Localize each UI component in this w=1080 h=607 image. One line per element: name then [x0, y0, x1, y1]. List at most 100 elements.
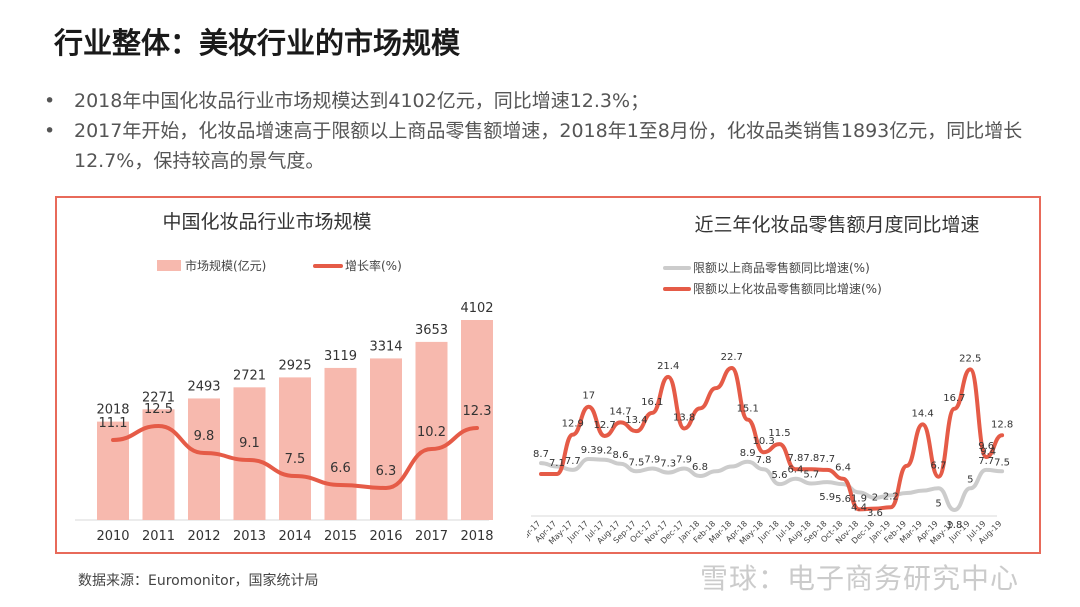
gray-value-label: 5.7	[803, 470, 819, 481]
legend-label-bar: 市场规模(亿元)	[185, 258, 266, 273]
bar-value-label: 3119	[324, 349, 357, 364]
x-tick-label: 2013	[233, 529, 266, 544]
chart-title: 中国化妆品行业市场规模	[162, 211, 371, 233]
bar-value-label: 2493	[187, 379, 220, 394]
red-value-label: 7.1	[549, 458, 565, 469]
source-note: 数据来源：Euromonitor，国家统计局	[78, 573, 319, 589]
red-value-label: 16.1	[641, 397, 663, 408]
x-tick-label: 2015	[324, 529, 357, 544]
legend-label-line: 增长率(%)	[345, 258, 402, 273]
chart-title: 近三年化妆品零售额月度同比增速	[694, 214, 979, 236]
line-value-label: 7.5	[285, 452, 306, 467]
legend-swatch-bar	[157, 260, 181, 271]
gray-value-label: 7.7	[978, 456, 994, 467]
bar-value-label: 2925	[278, 358, 311, 373]
bar	[188, 398, 220, 520]
gray-value-label: 7.8	[756, 455, 772, 466]
x-tick-label: 2011	[142, 529, 175, 544]
red-value-label: 7.8	[803, 453, 819, 464]
line-value-label: 11.1	[99, 416, 128, 431]
bullet-list: • 2018年中国化妆品行业市场规模达到4102亿元，同比增速12.3%； • …	[40, 86, 1050, 176]
extra-value-label: 9.4	[980, 446, 996, 457]
x-tick-label: 2016	[369, 529, 402, 544]
bar-value-label: 4102	[460, 301, 493, 316]
line-value-label: 9.8	[194, 429, 215, 444]
x-tick-label: 2012	[187, 529, 220, 544]
red-value-label: 11.5	[768, 428, 790, 439]
gray-value-label: 7.9	[644, 455, 660, 466]
red-value-label: 7.8	[787, 453, 803, 464]
red-value-label: 1.9	[851, 493, 867, 504]
page-title: 行业整体：美妆行业的市场规模	[54, 26, 461, 60]
red-value-label: 22.7	[721, 352, 743, 363]
bar	[279, 377, 311, 520]
bar-value-label: 2018	[96, 403, 129, 418]
gray-value-label: 7.9	[676, 455, 692, 466]
red-value-label: 13.8	[673, 412, 695, 423]
x-tick-label: 2017	[415, 529, 448, 544]
x-tick-label: 2014	[278, 529, 311, 544]
gray-value-label: 5	[967, 474, 973, 485]
red-value-label: 2	[872, 493, 878, 504]
red-value-label: 10.3	[752, 436, 774, 447]
red-value-label: 9.6	[978, 441, 994, 452]
red-value-label: 22.5	[959, 353, 981, 364]
bar	[370, 358, 402, 520]
gray-value-label: 9.2	[597, 446, 613, 457]
line-value-label: 6.6	[330, 461, 351, 476]
red-value-label: 16.7	[943, 393, 965, 404]
red-value-label: 12.9	[562, 419, 584, 430]
bar	[233, 387, 266, 520]
bar	[324, 367, 357, 520]
red-value-label: 12.7	[593, 420, 615, 431]
gray-value-label: 8.6	[613, 450, 629, 461]
watermark: 雪球：电子商务研究中心	[700, 562, 1020, 595]
red-value-label: 12.8	[991, 419, 1013, 430]
red-value-label: 6.7	[931, 461, 947, 472]
legend-label-red: 限额以上化妆品零售额同比增速(%)	[693, 281, 882, 296]
red-value-label: 2.2	[883, 491, 899, 502]
gray-value-label: 8.9	[740, 448, 756, 459]
line-value-label: 10.2	[417, 425, 446, 440]
gray-value-label: 6.8	[692, 462, 708, 473]
gray-value-label: 5	[935, 498, 941, 509]
bullet-text: 2017年开始，化妆品增速高于限额以上商品零售额增速，2018年1至8月份，化妆…	[74, 120, 1023, 172]
bar-value-label: 3653	[415, 323, 448, 338]
gray-value-label: 8.7	[533, 449, 549, 460]
gray-value-label: 7.7	[565, 456, 581, 467]
gray-value-label: 1.8	[946, 520, 962, 531]
bullet-text: 2018年中国化妆品行业市场规模达到4102亿元，同比增速12.3%；	[74, 90, 650, 112]
bar-value-label: 2271	[142, 390, 175, 405]
red-value-label: 17	[582, 391, 595, 402]
red-series-line	[539, 365, 1005, 512]
x-tick-label: 2018	[460, 529, 493, 544]
gray-value-label: 7.5	[628, 457, 644, 468]
gray-value-label: 4.4	[851, 502, 867, 513]
bar	[415, 341, 448, 520]
gray-value-label: 5.9	[819, 492, 835, 503]
line-value-label: 12.5	[144, 402, 173, 417]
legend-label-gray: 限额以上商品零售额同比增速(%)	[693, 260, 870, 275]
bullet-marker: •	[44, 120, 56, 142]
bullet-item: • 2017年开始，化妆品增速高于限额以上商品零售额增速，2018年1至8月份，…	[40, 116, 1050, 176]
line-value-label: 12.3	[463, 404, 492, 419]
chart-panel: 中国化妆品行业市场规模 市场规模(亿元) 增长率(%) 2018 2010 2271 201…	[55, 196, 1041, 554]
gray-value-label: 3.6	[867, 508, 883, 519]
red-value-label: 13.4	[625, 415, 647, 426]
bar-value-label: 3314	[369, 339, 402, 354]
bar	[97, 421, 129, 520]
red-value-label: 15.1	[737, 404, 759, 415]
bar	[461, 320, 493, 520]
gray-value-label: 7.3	[660, 459, 676, 470]
bullet-item: • 2018年中国化妆品行业市场规模达到4102亿元，同比增速12.3%；	[40, 86, 1050, 116]
red-value-label: 14.4	[911, 408, 933, 419]
gray-series-line	[539, 457, 1005, 513]
gray-value-label: 9.3	[581, 445, 597, 456]
red-value-label: 6.4	[835, 463, 851, 474]
bullet-marker: •	[44, 90, 56, 112]
line-value-label: 9.1	[239, 436, 260, 451]
red-value-label: 14.7	[609, 406, 631, 417]
red-value-label: 21.4	[657, 361, 679, 372]
